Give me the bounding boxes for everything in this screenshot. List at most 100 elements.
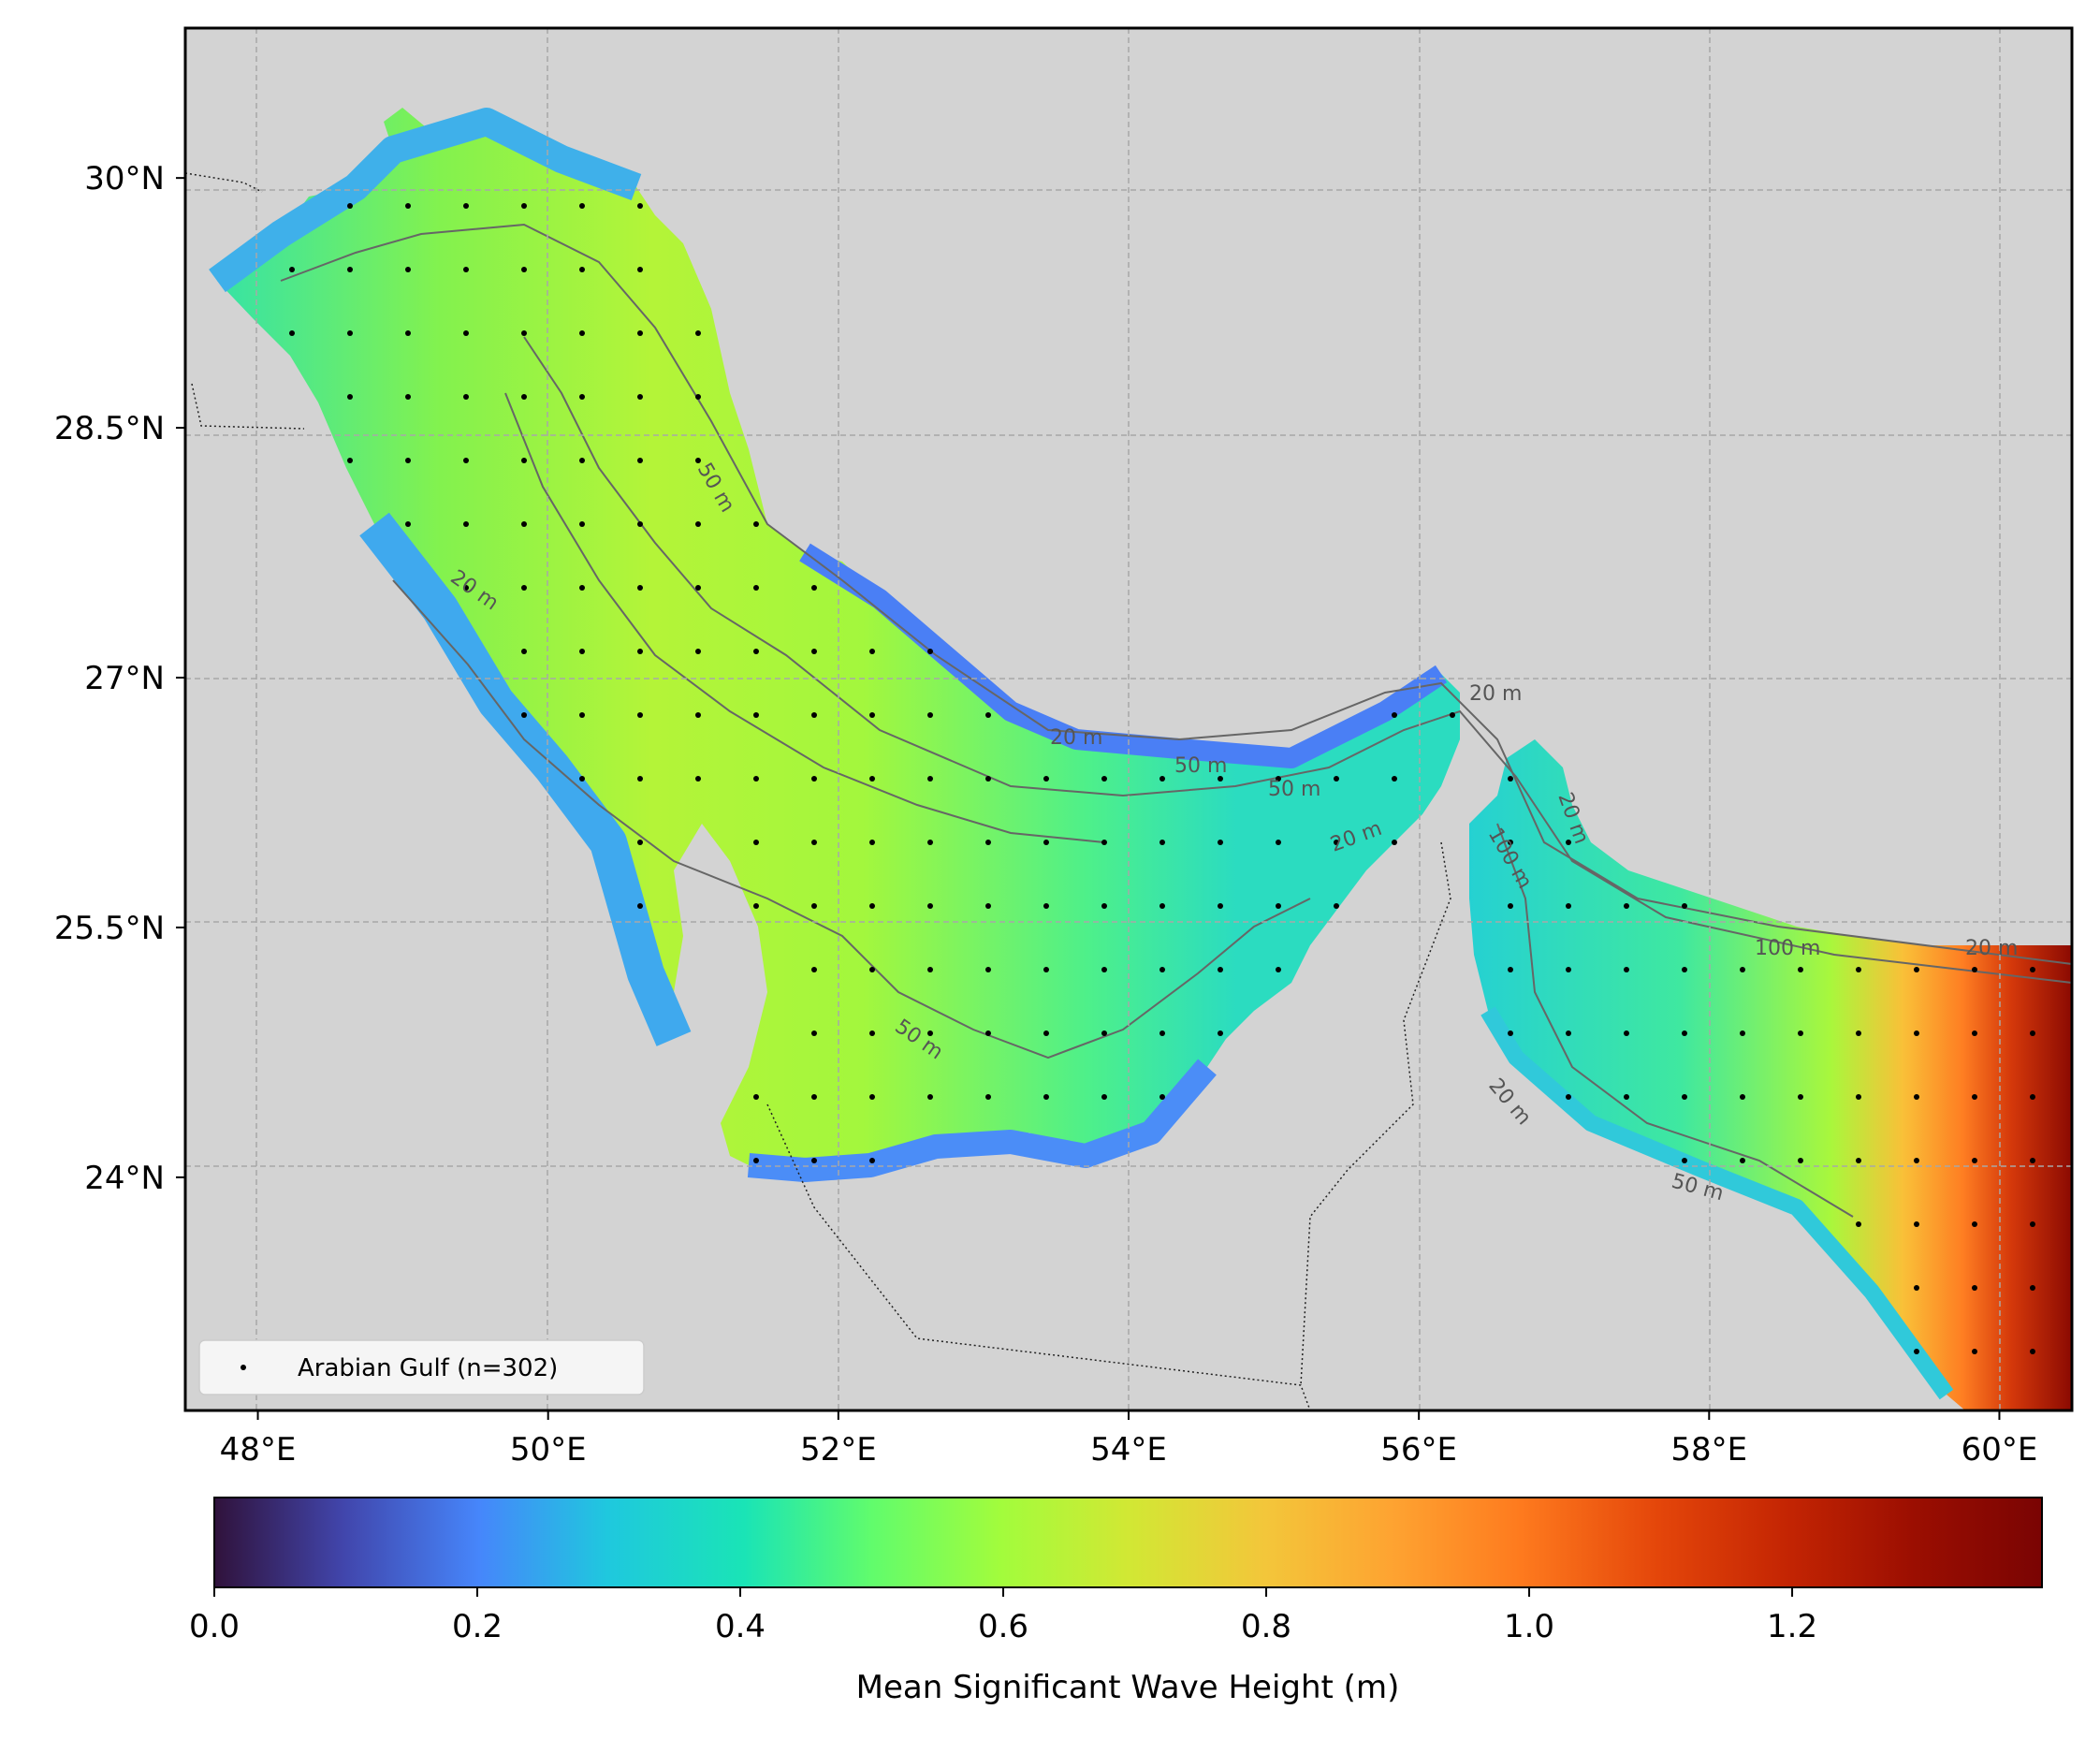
station-dot (347, 203, 353, 209)
station-dot (1101, 776, 1107, 782)
station-dot (869, 712, 875, 718)
station-dot (579, 776, 585, 782)
x-tick-label: 60°E (1961, 1431, 2038, 1469)
station-dot (289, 330, 295, 336)
station-dot (1218, 903, 1223, 909)
station-dot (1914, 967, 1919, 972)
contour-100m (1496, 823, 1854, 1218)
station-dot (811, 1094, 817, 1100)
station-dot (1914, 1094, 1919, 1100)
station-dot (1043, 903, 1049, 909)
legend-box (198, 1339, 645, 1396)
station-dot (927, 903, 933, 909)
colorbar-tick-label: 0.0 (189, 1608, 240, 1645)
station-dot (521, 203, 527, 209)
station-dot (1798, 1158, 1803, 1163)
station-dot (1101, 903, 1107, 909)
station-dot (637, 267, 643, 272)
station-dot (463, 330, 469, 336)
station-dot (753, 776, 759, 782)
country-borders (184, 172, 1451, 1411)
station-dot (1218, 1030, 1223, 1036)
station-dot (1450, 712, 1455, 718)
station-dot (1682, 1094, 1687, 1100)
station-dot (637, 458, 643, 463)
station-dot (2030, 1221, 2035, 1227)
contour-20m-south (392, 579, 1311, 1059)
station-dot (521, 649, 527, 654)
station-dot (405, 203, 411, 209)
station-dot (1276, 776, 1281, 782)
station-dot (1566, 840, 1571, 845)
station-dot (463, 267, 469, 272)
y-tick-label: 30°N (84, 160, 165, 197)
bathymetry-contours (280, 223, 2072, 1218)
station-dot (985, 1030, 991, 1036)
station-dot (753, 840, 759, 845)
station-dot (927, 967, 933, 972)
station-dot (753, 521, 759, 527)
station-dot (927, 1030, 933, 1036)
station-dot (1682, 1030, 1687, 1036)
station-dot (2030, 1285, 2035, 1291)
station-dot (1043, 840, 1049, 845)
station-dot (927, 840, 933, 845)
station-dot (1914, 1221, 1919, 1227)
station-dot (1740, 1030, 1745, 1036)
y-tick-label: 25.5°N (54, 910, 165, 947)
station-dot (1856, 1094, 1861, 1100)
station-dot (463, 203, 469, 209)
station-dot (695, 585, 701, 591)
station-dot (1159, 967, 1165, 972)
colorbar-tick-label: 1.2 (1767, 1608, 1817, 1645)
station-dot (579, 458, 585, 463)
station-dot (1972, 1094, 1977, 1100)
colorbar-label: Mean Significant Wave Height (m) (856, 1669, 1400, 1706)
station-dot (1682, 967, 1687, 972)
station-dot (1856, 1030, 1861, 1036)
x-tick-label: 56°E (1380, 1431, 1457, 1469)
station-dot (1798, 1030, 1803, 1036)
x-tick-label: 48°E (220, 1431, 297, 1469)
colorbar-tick-label: 0.4 (715, 1608, 766, 1645)
station-dot (753, 1094, 759, 1100)
station-dot (869, 967, 875, 972)
station-dot (811, 712, 817, 718)
station-dot (695, 394, 701, 400)
station-dot (695, 776, 701, 782)
station-dot (579, 585, 585, 591)
station-dot (521, 521, 527, 527)
station-dot (1334, 776, 1339, 782)
station-dot (463, 585, 469, 591)
station-dot (521, 712, 527, 718)
station-dot (1159, 840, 1165, 845)
station-dot (811, 585, 817, 591)
colorbar-tick-label: 1.0 (1504, 1608, 1554, 1645)
station-dot (1740, 1158, 1745, 1163)
station-dot (637, 840, 643, 845)
station-dot (985, 840, 991, 845)
contour-label: 20 m (1050, 726, 1102, 750)
station-dot (2030, 1158, 2035, 1163)
station-dot (2030, 1094, 2035, 1100)
shallow-coast-band (799, 543, 1448, 768)
station-dot (1624, 1030, 1629, 1036)
station-dot (985, 967, 991, 972)
station-dot (1101, 967, 1107, 972)
station-dot (347, 330, 353, 336)
contour-20m (280, 223, 2072, 965)
colorbar-ticks: 0.0 0.2 0.4 0.6 0.8 1.0 1.2 (189, 1587, 1817, 1645)
station-dot (1972, 967, 1977, 972)
station-dot (695, 521, 701, 527)
station-dot (1740, 967, 1745, 972)
station-dot (927, 776, 933, 782)
station-dot (1566, 1030, 1571, 1036)
shallow-coast-band (359, 512, 692, 1046)
station-dot (695, 712, 701, 718)
station-dot (985, 712, 991, 718)
station-dot (1159, 776, 1165, 782)
shallow-coast-band (747, 1059, 1217, 1182)
station-dot (1101, 1030, 1107, 1036)
station-dot (1856, 1221, 1861, 1227)
